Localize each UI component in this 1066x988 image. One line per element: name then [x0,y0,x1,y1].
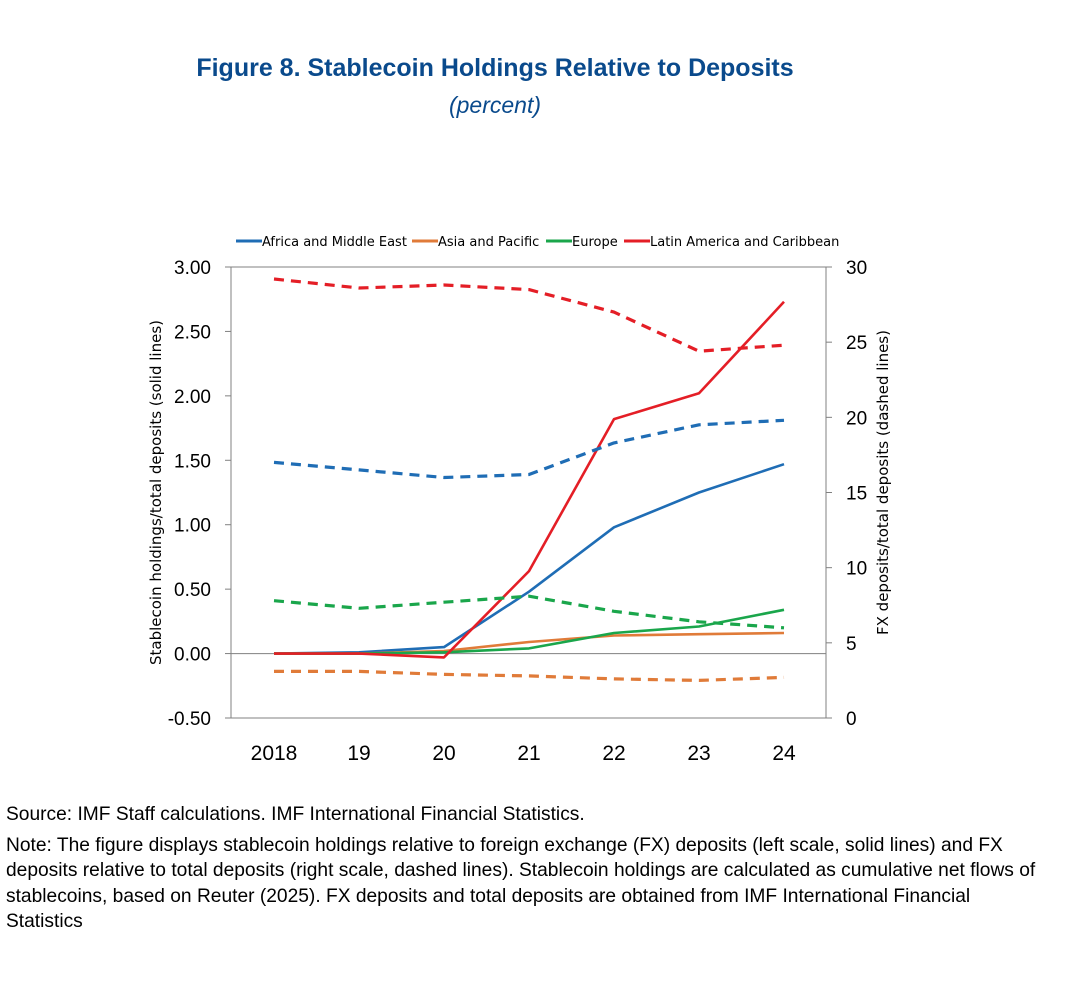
legend-label: Europe [572,235,618,250]
line-chart: 3.002.502.001.501.000.500.00-0.503025201… [147,235,892,765]
legend-label: Asia and Pacific [438,235,539,250]
left-tick-label: -0.50 [168,709,211,730]
left-tick-label: 1.00 [174,516,211,537]
x-tick-label: 21 [517,742,540,765]
right-tick-label: 30 [846,258,867,279]
series-line-europe [274,608,785,655]
x-tick-label: 23 [687,742,710,765]
right-tick-label: 15 [846,484,867,505]
note-text: Note: The figure displays stablecoin hol… [6,834,1036,933]
left-tick-label: 0.00 [174,645,211,666]
right-tick-label: 20 [846,408,867,429]
x-tick-label: 20 [432,742,455,765]
series-line-latin-america-and-caribbean [274,300,785,659]
left-tick-label: 2.50 [174,322,211,343]
left-tick-label: 1.50 [174,451,211,472]
left-axis-label: Stablecoin holdings/total deposits (soli… [147,320,165,665]
legend-label: Africa and Middle East [262,235,407,250]
figure-footer: Source: IMF Staff calculations. IMF Inte… [6,802,1036,935]
left-tick-label: 0.50 [174,580,211,601]
left-tick-label: 2.00 [174,387,211,408]
source-text: Source: IMF Staff calculations. IMF Inte… [6,804,585,825]
x-tick-label: 24 [772,742,796,765]
left-tick-label: 3.00 [174,258,211,279]
right-tick-label: 5 [846,634,857,655]
figure-subtitle: (percent) [448,92,542,118]
figure-title: Figure 8. Stablecoin Holdings Relative t… [196,54,794,82]
right-tick-label: 25 [846,333,867,354]
series-line-asia-and-pacific-fx-deposits [274,669,785,683]
plot-frame [230,266,827,719]
series-line-africa-and-middle-east-fx-deposits [273,418,785,480]
x-tick-label: 2018 [251,742,298,765]
legend-label: Latin America and Caribbean [650,235,839,250]
series-line-europe-fx-deposits [273,594,785,630]
series-line-latin-america-and-caribbean-fx-deposits [273,277,785,353]
right-axis-label: FX deposits/total deposits (dashed lines… [874,330,892,635]
x-tick-label: 19 [347,742,370,765]
right-tick-label: 10 [846,559,867,580]
x-tick-label: 22 [602,742,625,765]
right-tick-label: 0 [846,709,857,730]
series-line-asia-and-pacific [274,631,785,655]
